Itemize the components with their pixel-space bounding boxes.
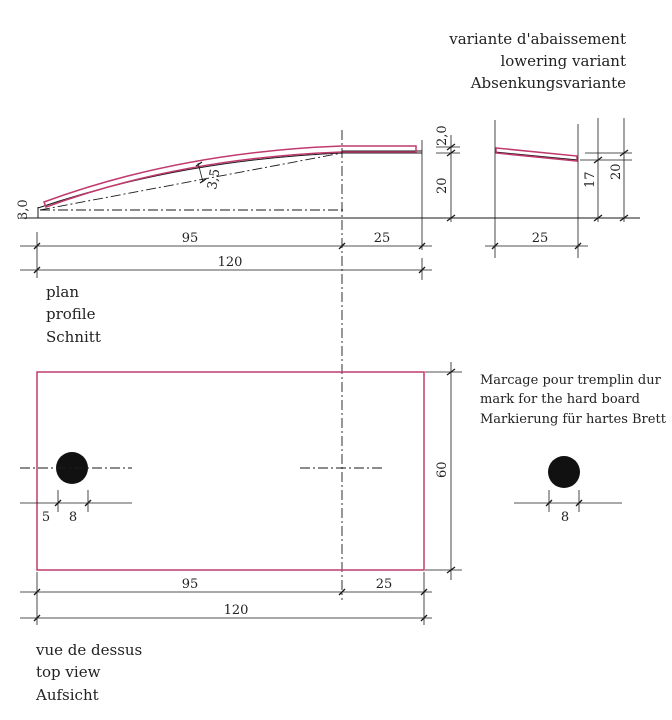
variant-caption-fr: variante d'abaissement [448,30,626,48]
dim-3-0: 3,0 [16,199,31,220]
dim-marking-8: 8 [561,510,569,525]
marking-hole [548,456,580,488]
profile-caption-de: Schnitt [46,328,101,346]
variant-caption-en: lowering variant [500,52,626,70]
dim-17: 17 [583,171,598,188]
dim-2-0: 2,0 [435,125,450,146]
variant-board-outline [495,147,578,162]
variant-caption: variante d'abaissement lowering variant … [448,30,626,92]
offset-marker [197,162,204,183]
profile-caption: plan profile Schnitt [46,283,101,346]
variant-board [494,151,579,161]
profile-view: 3,5 3,0 2,0 20 95 25 120 [16,125,640,600]
top-caption: vue de dessus top view Aufsicht [35,641,142,704]
dim-variant-25: 25 [532,231,549,246]
top-caption-de: Aufsicht [35,686,99,704]
board-outline [43,145,417,208]
marking-caption: Marcage pour tremplin dur mark for the h… [480,373,667,427]
dim-top-25: 25 [376,577,393,592]
dim-hole-8: 8 [69,510,77,525]
variant-profile: 17 20 25 [485,118,632,258]
dim-hole-5: 5 [42,510,50,525]
top-caption-en: top view [36,663,101,681]
dim-top-95: 95 [182,577,199,592]
marking-caption-fr: Marcage pour tremplin dur [480,373,662,388]
profile-caption-en: profile [46,305,96,323]
marking-caption-en: mark for the hard board [480,392,640,407]
top-caption-fr: vue de dessus [35,641,142,659]
hole [56,452,88,484]
dim-top-120: 120 [224,603,249,618]
chord-line [39,152,343,211]
board-top-rect [36,371,425,571]
variant-caption-de: Absenkungsvariante [470,74,626,92]
top-view: 5 8 60 95 25 120 [20,362,462,625]
dim-25: 25 [374,231,391,246]
profile-caption-fr: plan [46,283,79,301]
dim-3-5: 3,5 [205,168,223,191]
dim-95: 95 [182,231,199,246]
marking-caption-de: Markierung für hartes Brett [480,412,667,427]
dim-120: 120 [218,255,243,270]
dim-60: 60 [435,461,450,478]
dim-variant-20: 20 [609,163,624,180]
dim-20: 20 [435,177,450,194]
marking-detail: 8 [514,456,622,525]
